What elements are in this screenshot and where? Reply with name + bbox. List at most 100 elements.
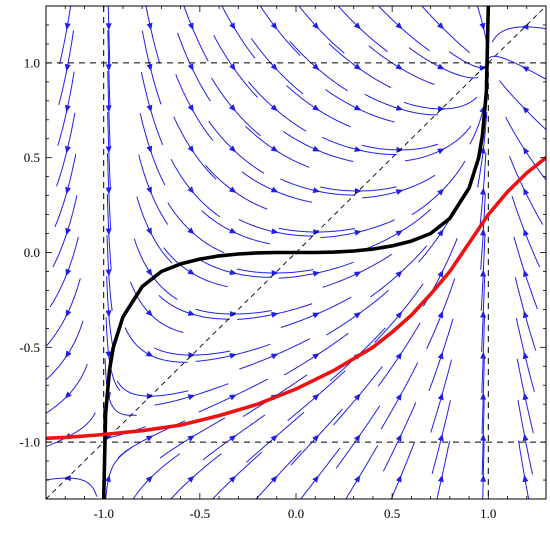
stream-arrowhead-110 xyxy=(437,392,444,401)
stream-arrowhead-59 xyxy=(229,22,236,30)
stream-arrowhead-16 xyxy=(105,310,112,318)
streamline-60 xyxy=(255,449,302,499)
streamline-79 xyxy=(280,178,355,196)
stream-arrowhead-17 xyxy=(105,269,112,277)
stream-arrowhead-113 xyxy=(437,269,444,278)
stream-arrowhead-55 xyxy=(228,186,237,194)
stream-arrowhead-64 xyxy=(271,311,279,318)
stream-arrowhead-24 xyxy=(145,475,153,483)
stream-arrowhead-96 xyxy=(395,474,402,483)
streamline-88 xyxy=(326,290,389,336)
streamline-59 xyxy=(221,6,256,59)
stream-arrowhead-51 xyxy=(229,352,237,359)
streamline-119 xyxy=(421,6,471,54)
streamline-53 xyxy=(197,258,272,278)
streamline-11 xyxy=(59,6,72,65)
streamline-142 xyxy=(488,55,546,80)
stream-arrowhead-48 xyxy=(228,475,237,483)
stream-arrowhead-94 xyxy=(353,63,362,70)
streamline-105 xyxy=(364,93,438,116)
stream-arrowhead-21 xyxy=(105,105,112,113)
stream-arrowhead-3 xyxy=(65,350,72,359)
stream-arrowhead-120 xyxy=(480,474,487,482)
y-tick-label-3: -0.5 xyxy=(19,340,40,355)
stream-arrowhead-49 xyxy=(228,435,237,442)
stream-arrowhead-97 xyxy=(395,433,402,442)
streamline-40 xyxy=(158,295,230,320)
stream-arrowhead-125 xyxy=(480,269,487,277)
stream-arrowhead-89 xyxy=(353,271,362,278)
streamline-2 xyxy=(46,364,88,414)
solution-curves xyxy=(46,6,546,499)
streamline-143 xyxy=(491,26,546,43)
streamline-80 xyxy=(283,130,354,162)
streamline-27 xyxy=(124,327,188,363)
stream-arrowhead-75 xyxy=(312,353,320,360)
stream-arrowhead-68 xyxy=(270,145,279,152)
stream-arrowhead-42 xyxy=(187,227,195,235)
x-tick-label-2: 0.0 xyxy=(288,506,304,521)
streamline-47 xyxy=(183,6,209,62)
stream-arrowhead-105 xyxy=(395,105,404,111)
y-tick-label-2: 0.0 xyxy=(24,245,40,260)
streamline-23 xyxy=(107,6,111,65)
streamline-116 xyxy=(404,125,472,162)
stream-arrowhead-101 xyxy=(395,270,403,278)
streamline-84 xyxy=(345,445,379,499)
stream-arrowhead-28 xyxy=(145,309,153,317)
stream-arrowhead-114 xyxy=(437,229,444,237)
streamline-36 xyxy=(170,453,222,499)
streamline-38 xyxy=(154,383,229,406)
streamline-66 xyxy=(238,219,314,237)
streamline-76 xyxy=(280,296,352,328)
stream-arrowhead-76 xyxy=(312,312,321,319)
stream-arrowhead-23 xyxy=(105,23,112,31)
streamline-5 xyxy=(49,236,79,308)
solution-curve-0 xyxy=(101,6,491,499)
streamline-54 xyxy=(201,210,271,245)
stream-arrowhead-112 xyxy=(437,310,444,319)
stream-arrowhead-139 xyxy=(523,187,530,196)
streamline-93 xyxy=(325,89,395,123)
stream-arrowhead-58 xyxy=(229,63,236,71)
stream-arrowhead-73 xyxy=(312,434,320,442)
x-tick-label-4: 1.0 xyxy=(480,506,496,521)
streamline-103 xyxy=(362,174,436,199)
stream-arrowhead-11 xyxy=(64,22,71,31)
streamline-4 xyxy=(46,278,81,347)
streamline-7 xyxy=(54,153,77,228)
streamline-30 xyxy=(136,196,173,264)
y-tick-label-4: -1.0 xyxy=(19,435,40,450)
axis-ticks: -1.0 -0.5 0.0 0.5 1.0 1.0 0.5 0.0 -0.5 -1.0 xyxy=(19,5,547,521)
streamline-90 xyxy=(320,219,395,239)
streamline-120 xyxy=(482,440,485,499)
stream-arrowhead-27 xyxy=(145,350,154,357)
streamline-92 xyxy=(321,136,397,156)
stream-arrowhead-7 xyxy=(65,186,71,195)
stream-arrowhead-6 xyxy=(65,227,72,236)
stream-arrowhead-80 xyxy=(312,145,321,152)
stream-arrowhead-67 xyxy=(270,186,279,193)
streamline-45 xyxy=(175,74,214,141)
stream-arrowhead-106 xyxy=(395,63,404,70)
stream-arrowhead-54 xyxy=(229,227,237,234)
stream-arrowhead-63 xyxy=(270,353,279,360)
streamline-72 xyxy=(300,447,341,499)
y-tick-label-1: 0.5 xyxy=(24,150,40,165)
stream-field xyxy=(46,6,546,499)
stream-arrowhead-15 xyxy=(105,351,112,359)
x-tick-label-0: -1.0 xyxy=(93,506,114,521)
stream-arrowhead-66 xyxy=(271,228,279,235)
streamline-83 xyxy=(298,6,345,54)
stream-arrowhead-85 xyxy=(353,434,361,442)
stream-arrowhead-61 xyxy=(270,434,278,442)
streamline-26 xyxy=(116,380,189,397)
stream-arrowhead-71 xyxy=(270,22,278,30)
stream-arrowhead-133 xyxy=(522,433,529,442)
streamline-35 xyxy=(145,6,161,64)
stream-arrowhead-119 xyxy=(437,22,445,30)
stream-arrowhead-141 xyxy=(522,106,530,114)
stream-arrowhead-43 xyxy=(187,186,195,194)
stream-arrowhead-37 xyxy=(187,435,195,442)
